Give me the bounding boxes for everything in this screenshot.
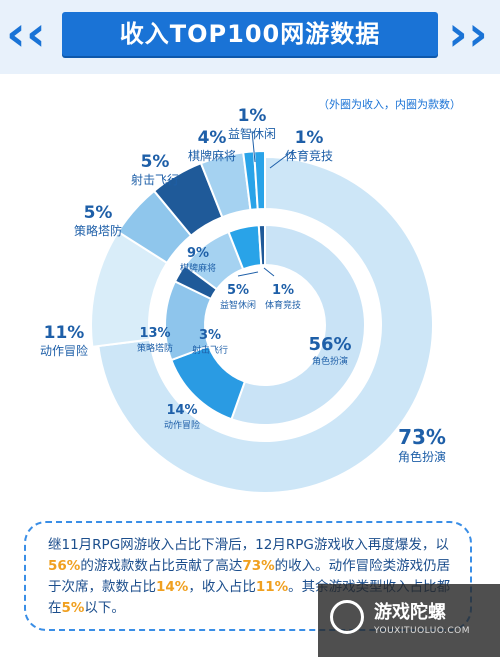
watermark: 游戏陀螺 YOUXITUOLUO.COM <box>318 584 500 657</box>
data-label-category: 体育竞技 <box>285 148 333 163</box>
data-label-category: 益智休闲 <box>220 299 256 311</box>
data-label-category: 射击飞行 <box>131 172 179 187</box>
chart-note: （外圈为收入，内圈为款数） <box>318 98 461 111</box>
data-label-pct: 1% <box>238 106 267 126</box>
slice-款数 <box>230 223 366 426</box>
data-label-pct: 3% <box>199 328 221 343</box>
data-label-pct: 13% <box>139 326 170 341</box>
chevron-left-icon: ‹ <box>26 6 46 62</box>
banner-band <box>62 12 438 56</box>
data-label-pct: 5% <box>141 152 170 172</box>
leader-line <box>237 271 259 277</box>
slice-收入 <box>97 155 434 494</box>
summary-text: 的收入。动作冒险类游戏仍居于次席，款数占比 <box>48 558 451 595</box>
chevron-right-icon: › <box>448 6 468 62</box>
summary-text: 继11月RPG网游收入占比下滑后，12月RPG游戏收入再度爆发，以 <box>48 537 449 553</box>
title-banner: ‹ ‹ 收入TOP100网游数据 › › <box>0 0 500 74</box>
data-label-category: 角色扮演 <box>312 355 348 367</box>
data-label-category: 动作冒险 <box>40 343 88 358</box>
leader-line <box>269 149 295 169</box>
data-label-category: 射击飞行 <box>192 344 228 356</box>
data-label-pct: 1% <box>272 283 294 298</box>
leader-line <box>251 130 256 163</box>
data-label-category: 角色扮演 <box>398 449 446 464</box>
summary-highlight: 56% <box>48 558 81 574</box>
data-label-category: 策略塔防 <box>137 342 173 354</box>
data-label-category: 体育竞技 <box>265 299 301 311</box>
data-label-category: 动作冒险 <box>164 419 200 431</box>
data-label-category: 棋牌麻将 <box>180 262 216 274</box>
summary-highlight: 14% <box>156 579 189 595</box>
data-label-category: 策略塔防 <box>74 223 122 238</box>
slice-款数 <box>257 223 266 267</box>
summary-highlight: 5% <box>61 600 85 616</box>
summary-highlight: 73% <box>242 558 275 574</box>
leader-line <box>263 267 275 277</box>
data-label-pct: 1% <box>295 128 324 148</box>
summary-highlight: 11% <box>255 579 289 595</box>
slice-收入 <box>253 149 266 211</box>
summary-text: ，收入占比 <box>188 579 256 595</box>
data-label-pct: 14% <box>166 403 197 418</box>
watermark-site: YOUXITUOLUO.COM <box>374 626 471 636</box>
page-title: 收入TOP100网游数据 <box>119 20 381 48</box>
summary-text: 的游戏款数占比贡献了高达 <box>80 558 243 574</box>
data-label-pct: 11% <box>44 323 85 343</box>
data-label-pct: 73% <box>398 425 446 449</box>
summary-text: 以下。 <box>84 600 125 616</box>
data-label-pct: 4% <box>198 128 227 148</box>
chevron-left-icon: ‹ <box>6 6 26 62</box>
data-label-pct: 9% <box>187 246 209 261</box>
gyroscope-logo-icon <box>330 600 364 634</box>
data-label-pct: 5% <box>84 203 113 223</box>
chevron-right-icon: › <box>468 6 488 62</box>
data-label-pct: 5% <box>227 283 249 298</box>
data-label-category: 棋牌麻将 <box>188 148 236 163</box>
data-label-pct: 56% <box>308 334 351 355</box>
watermark-name: 游戏陀螺 <box>374 602 446 623</box>
